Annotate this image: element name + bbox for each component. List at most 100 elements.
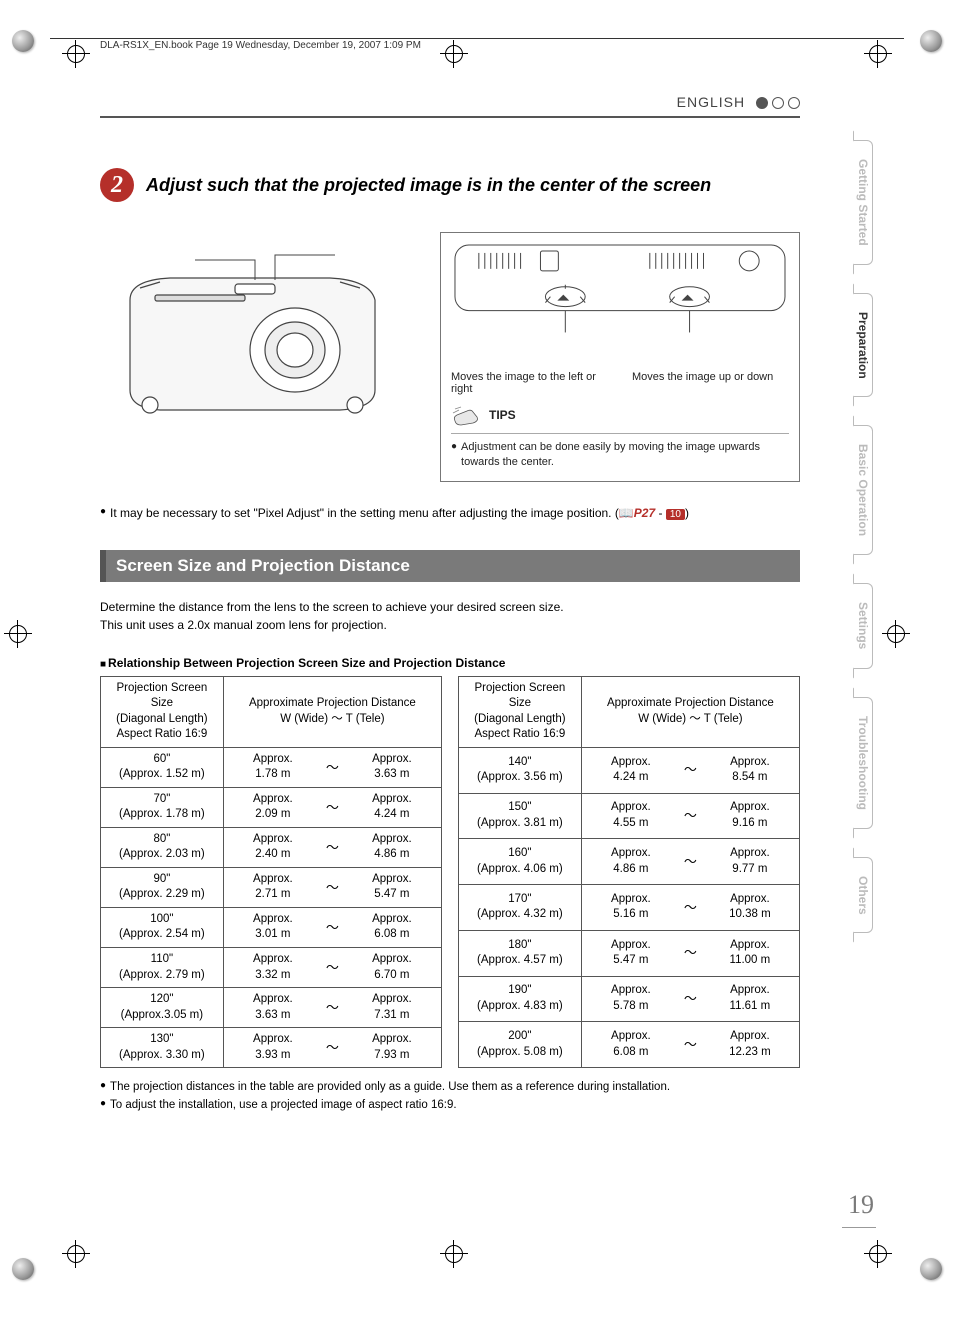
projection-table-right: Projection Screen Size (Diagonal Length)… [458,676,800,1068]
registration-mark-icon [62,40,90,68]
footnotes: ●The projection distances in the table a… [100,1078,800,1115]
cell-distance: Approx.6.08 m～Approx.12.23 m [581,1022,799,1068]
section-description: Determine the distance from the lens to … [100,598,800,634]
crop-ball-icon [920,30,942,52]
registration-mark-icon [864,40,892,68]
table-row: 110"(Approx. 2.79 m)Approx.3.32 m～Approx… [101,948,442,988]
cell-distance: Approx.5.47 m～Approx.11.00 m [581,930,799,976]
cell-distance: Approx.5.16 m～Approx.10.38 m [581,885,799,931]
cell-screen-size: 150"(Approx. 3.81 m) [459,793,582,839]
cell-screen-size: 90"(Approx. 2.29 m) [101,867,224,907]
tips-row: TIPS [451,403,789,427]
cell-distance: Approx.3.63 m～Approx.7.31 m [223,988,441,1028]
note-sep: - [655,506,666,520]
tables-row: Projection Screen Size (Diagonal Length)… [100,676,800,1068]
label-vertical-shift: Moves the image up or down [632,371,789,395]
cell-distance: Approx.3.32 m～Approx.6.70 m [223,948,441,988]
step-title: Adjust such that the projected image is … [146,175,711,196]
footnote-2: To adjust the installation, use a projec… [110,1096,457,1114]
book-icon: 📖 [619,506,634,520]
language-row: ENGLISH [100,94,800,110]
cell-distance: Approx.4.86 m～Approx.9.77 m [581,839,799,885]
cell-screen-size: 110"(Approx. 2.79 m) [101,948,224,988]
table-right-body: 140"(Approx. 3.56 m)Approx.4.24 m～Approx… [459,747,800,1067]
page-number-rule [842,1227,876,1228]
cell-screen-size: 70"(Approx. 1.78 m) [101,787,224,827]
page: DLA-RS1X_EN.book Page 19 Wednesday, Dece… [0,0,954,1340]
projection-table-left: Projection Screen Size (Diagonal Length)… [100,676,442,1068]
table-row: 130"(Approx. 3.30 m)Approx.3.93 m～Approx… [101,1028,442,1068]
cell-screen-size: 180"(Approx. 4.57 m) [459,930,582,976]
cell-distance: Approx.2.09 m～Approx.4.24 m [223,787,441,827]
table-heading: ■Relationship Between Projection Screen … [100,656,800,670]
note-prefix: It may be necessary to set "Pixel Adjust… [110,506,619,520]
crop-ball-icon [12,30,34,52]
reference-number-badge: 10 [666,509,685,520]
section-title-bar: Screen Size and Projection Distance [100,550,800,582]
tips-text: ● Adjustment can be done easily by movin… [451,440,789,471]
tab-getting-started: Getting Started [854,140,873,265]
footnote-1: The projection distances in the table ar… [110,1078,670,1096]
header-crop-text: DLA-RS1X_EN.book Page 19 Wednesday, Dece… [100,40,421,51]
registration-mark-icon [440,40,468,68]
step-number-badge: 2 [100,168,134,202]
diagram-labels: Moves the image to the left or right Mov… [451,371,789,395]
col-header-distance: Approximate Projection Distance W (Wide)… [223,676,441,747]
table-heading-text: Relationship Between Projection Screen S… [108,656,505,670]
tab-troubleshooting: Troubleshooting [854,697,873,829]
cell-distance: Approx.3.93 m～Approx.7.93 m [223,1028,441,1068]
table-row: 190"(Approx. 4.83 m)Approx.5.78 m～Approx… [459,976,800,1022]
rear-panel-icon [451,241,789,350]
cell-screen-size: 130"(Approx. 3.30 m) [101,1028,224,1068]
tab-settings: Settings [854,583,873,668]
cell-distance: Approx.2.40 m～Approx.4.86 m [223,827,441,867]
cell-screen-size: 160"(Approx. 4.06 m) [459,839,582,885]
cell-distance: Approx.4.24 m～Approx.8.54 m [581,747,799,793]
section-desc-line1: Determine the distance from the lens to … [100,598,800,616]
table-left-body: 60"(Approx. 1.52 m)Approx.1.78 m～Approx.… [101,747,442,1067]
cell-screen-size: 190"(Approx. 4.83 m) [459,976,582,1022]
bullet-icon: ● [100,1078,106,1096]
tips-text-content: Adjustment can be done easily by moving … [461,440,789,471]
square-bullet-icon: ■ [100,659,106,670]
section-desc-line2: This unit uses a 2.0x manual zoom lens f… [100,616,800,634]
cell-screen-size: 140"(Approx. 3.56 m) [459,747,582,793]
step-heading: 2 Adjust such that the projected image i… [100,168,800,202]
bullet-icon: ● [451,440,457,471]
adjustment-diagram-box: Moves the image to the left or right Mov… [440,232,800,482]
pixel-adjust-note: ● It may be necessary to set "Pixel Adju… [100,506,800,520]
hand-pointing-icon [451,403,481,427]
registration-mark-icon [62,1240,90,1268]
registration-mark-icon [864,1240,892,1268]
table-row: 160"(Approx. 4.06 m)Approx.4.86 m～Approx… [459,839,800,885]
content-area: ENGLISH 2 Adjust such that the projected… [100,94,800,1115]
cell-screen-size: 120"(Approx.3.05 m) [101,988,224,1028]
cell-distance: Approx.4.55 m～Approx.9.16 m [581,793,799,839]
language-label: ENGLISH [677,94,745,110]
registration-mark-icon [4,620,32,648]
cell-screen-size: 80"(Approx. 2.03 m) [101,827,224,867]
table-row: 150"(Approx. 3.81 m)Approx.4.55 m～Approx… [459,793,800,839]
col-header-size: Projection Screen Size (Diagonal Length)… [101,676,224,747]
rear-panel-diagram [451,241,789,351]
cell-screen-size: 100"(Approx. 2.54 m) [101,907,224,947]
header-rule [50,38,904,39]
side-tabs: Getting Started Preparation Basic Operat… [854,140,884,961]
table-row: 200"(Approx. 5.08 m)Approx.6.08 m～Approx… [459,1022,800,1068]
table-row: 60"(Approx. 1.52 m)Approx.1.78 m～Approx.… [101,747,442,787]
bullet-icon: ● [100,1096,106,1114]
table-row: 140"(Approx. 3.56 m)Approx.4.24 m～Approx… [459,747,800,793]
horizontal-rule [100,116,800,118]
table-row: 90"(Approx. 2.29 m)Approx.2.71 m～Approx.… [101,867,442,907]
cell-screen-size: 60"(Approx. 1.52 m) [101,747,224,787]
crop-ball-icon [920,1258,942,1280]
cell-distance: Approx.5.78 m～Approx.11.61 m [581,976,799,1022]
projector-icon [100,240,410,440]
crop-ball-icon [12,1258,34,1280]
cell-distance: Approx.1.78 m～Approx.3.63 m [223,747,441,787]
tab-others: Others [854,857,873,934]
page-reference: P27 [634,506,655,520]
tips-label: TIPS [489,408,516,422]
registration-mark-icon [882,620,910,648]
cell-screen-size: 170"(Approx. 4.32 m) [459,885,582,931]
